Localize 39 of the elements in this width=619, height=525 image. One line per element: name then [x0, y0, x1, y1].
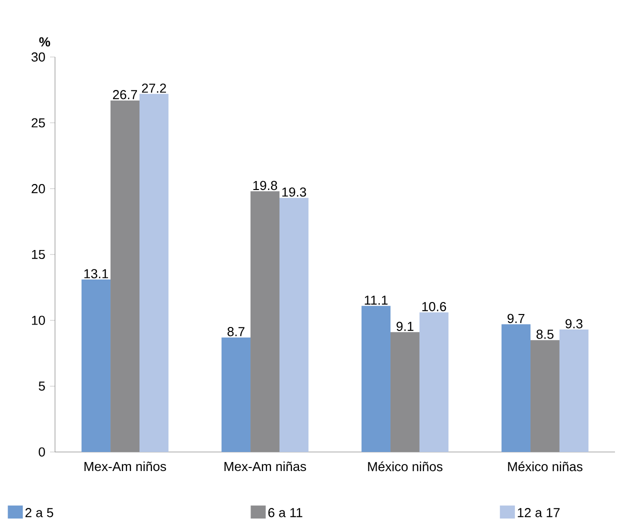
- y-tick-label: 5: [38, 382, 45, 391]
- y-tick-label: 25: [32, 118, 45, 128]
- data-label: 26.7: [113, 90, 137, 100]
- y-tick-label: 0: [38, 447, 45, 457]
- bar: [139, 94, 168, 452]
- y-axis-title: %: [39, 37, 50, 46]
- data-label: 9.1: [396, 322, 414, 331]
- data-label: 19.8: [253, 180, 278, 190]
- data-label: 11.1: [364, 296, 388, 305]
- legend-label: 6 a 11: [268, 508, 302, 518]
- data-label: 9.7: [508, 314, 524, 324]
- bar: [250, 191, 280, 452]
- data-label: 9.3: [566, 319, 582, 328]
- data-label: 8.5: [536, 330, 554, 339]
- bar: [279, 198, 308, 452]
- bar: [222, 337, 251, 452]
- bar: [362, 306, 391, 452]
- bar: [110, 100, 140, 452]
- y-tick-label: 30: [32, 52, 45, 62]
- data-label: 19.3: [282, 187, 306, 197]
- bar: [390, 332, 420, 452]
- y-tick-label: 20: [32, 184, 45, 194]
- x-tick-label: Mex-Am niños: [84, 462, 166, 472]
- legend-label: 12 a 17: [518, 508, 560, 518]
- bar: [419, 312, 448, 452]
- bar: [559, 330, 588, 452]
- bar: [530, 340, 560, 452]
- x-tick-label: México niñas: [508, 462, 582, 472]
- x-tick-label: México niños: [368, 462, 442, 472]
- y-tick-label: 10: [32, 316, 45, 325]
- legend-label: 2 a 5: [25, 508, 54, 518]
- data-label: 13.1: [84, 269, 108, 278]
- data-label: 8.7: [228, 327, 244, 336]
- y-tick-label: 15: [32, 250, 45, 260]
- x-tick-label: Mex-Am niñas: [224, 462, 306, 472]
- bar: [502, 324, 531, 452]
- data-label: 10.6: [422, 302, 446, 312]
- data-label: 27.2: [142, 84, 166, 93]
- bar: [82, 280, 111, 452]
